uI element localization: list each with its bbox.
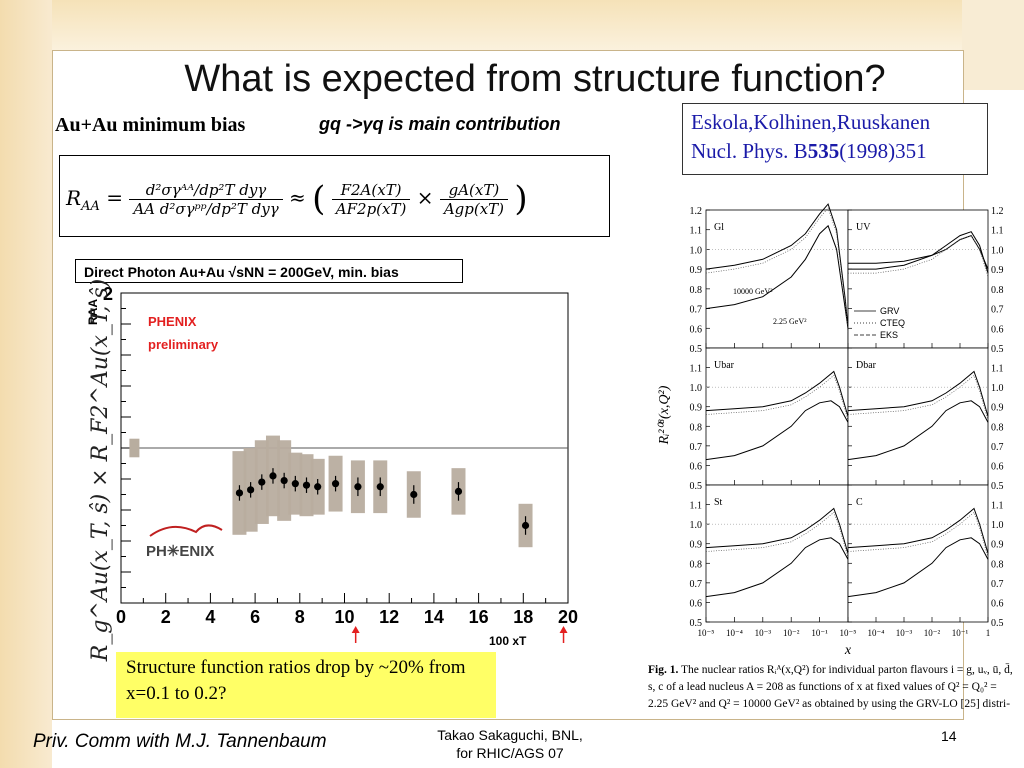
reference-year-page: (1998)351 <box>839 139 927 163</box>
eq-num3: gA(xT) <box>439 181 509 200</box>
eks-y-tick-label: 1.1 <box>991 501 1004 512</box>
slide-title: What is expected from structure function… <box>184 58 886 100</box>
eks-y-tick-label: 0.5 <box>991 344 1004 355</box>
eks-y-tick-label: 0.9 <box>991 403 1004 414</box>
eq-times: × <box>416 185 434 210</box>
reference-volume: 535 <box>807 139 840 163</box>
right-decor-bar <box>962 0 1024 90</box>
eks-y-tick-label: 1.1 <box>991 226 1004 237</box>
eq-equals: = <box>106 185 123 210</box>
figure-caption-label: Fig. 1. <box>648 664 679 676</box>
statement-box: Structure function ratios drop by ~20% f… <box>116 652 496 718</box>
figure-caption: Fig. 1. The nuclear ratios Rᵢᴬ(x,Q²) for… <box>648 662 1018 713</box>
equation-content: RAA = d²σγᴬᴬ/dp²T dyγ AA d²σγᵖᵖ/dp²T dyγ … <box>66 179 528 219</box>
eks-y-tick-label: 0.9 <box>991 265 1004 276</box>
top-decor-bar <box>0 0 1024 50</box>
eq-den1: AA d²σγᵖᵖ/dp²T dyγ <box>133 199 279 218</box>
eks-y-tick-label: 0.6 <box>991 324 1004 335</box>
eq-paren-close: ) <box>514 179 528 219</box>
eks-y-tick-label: 0.7 <box>991 579 1004 590</box>
eq-den3: Agp(xT) <box>443 199 505 218</box>
eks-x-tick-label: 1 <box>986 628 991 638</box>
eq-lhs: RAA <box>66 185 100 214</box>
eq-frac1: d²σγᴬᴬ/dp²T dyγ AA d²σγᵖᵖ/dp²T dyγ <box>129 181 283 218</box>
reference-line2: Nucl. Phys. B535(1998)351 <box>691 137 979 166</box>
eks-y-tick-label: 1.2 <box>991 206 1004 217</box>
subtitle-au-au: Au+Au minimum bias <box>55 114 246 136</box>
eq-lhs-sub: AA <box>81 198 100 214</box>
page-number: 14 <box>941 728 957 744</box>
left-decor-bar <box>0 0 52 768</box>
eks-y-tick-label: 1.0 <box>991 520 1004 531</box>
footer-author-line2: for RHIC/AGS 07 <box>456 745 564 761</box>
raa-plot-title: Direct Photon Au+Au √sNN = 200GeV, min. … <box>75 259 463 283</box>
eq-lhs-symbol: R <box>66 185 82 210</box>
eks-y-tick-label: 1.0 <box>991 245 1004 256</box>
eks-y-tick-label: 0.8 <box>991 422 1004 433</box>
eq-den2: AF2p(xT) <box>335 199 407 218</box>
reference-box: Eskola,Kolhinen,Ruuskanen Nucl. Phys. B5… <box>682 103 988 175</box>
reference-journal: Nucl. Phys. B <box>691 139 808 163</box>
footer-author: Takao Sakaguchi, BNL, for RHIC/AGS 07 <box>410 726 610 762</box>
eq-frac2: F2A(xT) AF2p(xT) <box>331 181 411 218</box>
eq-num2: F2A(xT) <box>331 181 411 200</box>
eq-approx: ≈ <box>289 185 306 210</box>
figure-caption-text: The nuclear ratios Rᵢᴬ(x,Q²) for individ… <box>648 664 1013 710</box>
eq-paren-open: ( <box>312 179 326 219</box>
subtitle-gq: gq ->γq is main contribution <box>319 114 561 134</box>
eks-y-tick-label: 0.9 <box>991 540 1004 551</box>
eks-y-tick-label: 0.8 <box>991 559 1004 570</box>
eks-y-tick-label: 0.5 <box>991 618 1004 629</box>
eks-y-tick-label: 0.5 <box>991 481 1004 492</box>
footer-private-comm: Priv. Comm with M.J. Tannenbaum <box>33 731 327 752</box>
eks-y-tick-label: 0.7 <box>991 442 1004 453</box>
eks-y-tick-label: 1.1 <box>991 364 1004 375</box>
eks-y-tick-label: 1.0 <box>991 383 1004 394</box>
eq-num1: d²σγᴬᴬ/dp²T dyγ <box>129 181 283 200</box>
footer-author-line1: Takao Sakaguchi, BNL, <box>437 727 583 743</box>
eks-y-tick-label: 0.6 <box>991 598 1004 609</box>
eks-y-tick-label: 0.6 <box>991 461 1004 472</box>
raa-equation: RAA = d²σγᴬᴬ/dp²T dyγ AA d²σγᵖᵖ/dp²T dyγ … <box>59 155 610 237</box>
reference-line1: Eskola,Kolhinen,Ruuskanen <box>691 110 931 134</box>
eks-y-tick-label: 0.7 <box>991 305 1004 316</box>
eks-y-tick-label: 0.8 <box>991 285 1004 296</box>
eq-frac3: gA(xT) Agp(xT) <box>439 181 509 218</box>
